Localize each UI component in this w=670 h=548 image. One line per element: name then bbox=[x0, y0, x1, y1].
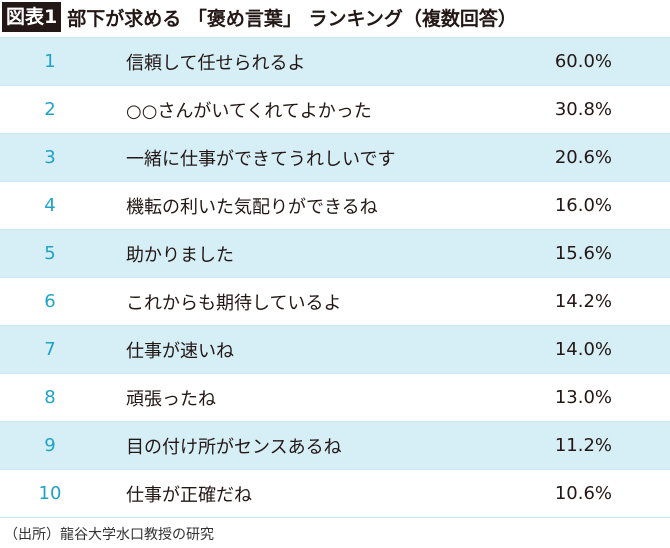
rank-cell: 4 bbox=[0, 181, 100, 230]
table-row: 8 頑張ったね 13.0% bbox=[0, 373, 670, 422]
table-row: 3 一緒に仕事ができてうれしいです 20.6% bbox=[0, 133, 670, 182]
phrase-cell: これからも期待しているよ bbox=[100, 277, 462, 326]
table-row: 1 信頼して任せられるよ 60.0% bbox=[0, 37, 670, 86]
percent-cell: 10.6% bbox=[462, 469, 670, 518]
rank-cell: 6 bbox=[0, 277, 100, 326]
phrase-cell: 助かりました bbox=[100, 229, 462, 278]
phrase-cell: 目の付け所がセンスあるね bbox=[100, 421, 462, 470]
title: 部下が求める 「褒め言葉」 ランキング（複数回答） bbox=[67, 7, 517, 30]
rank-cell: 5 bbox=[0, 229, 100, 278]
phrase-cell: ○○さんがいてくれてよかった bbox=[100, 85, 462, 134]
rank-cell: 3 bbox=[0, 133, 100, 182]
phrase-cell: 一緒に仕事ができてうれしいです bbox=[100, 133, 462, 182]
percent-cell: 30.8% bbox=[462, 85, 670, 134]
phrase-cell: 仕事が正確だね bbox=[100, 469, 462, 518]
source-note: （出所）龍谷大学水口教授の研究 bbox=[4, 527, 214, 543]
rank-cell: 9 bbox=[0, 421, 100, 470]
percent-cell: 60.0% bbox=[462, 37, 670, 86]
phrase-cell: 仕事が速いね bbox=[100, 325, 462, 374]
percent-cell: 16.0% bbox=[462, 181, 670, 230]
table-row: 6 これからも期待しているよ 14.2% bbox=[0, 277, 670, 326]
table-row: 2 ○○さんがいてくれてよかった 30.8% bbox=[0, 85, 670, 134]
percent-cell: 14.2% bbox=[462, 277, 670, 326]
rank-cell: 10 bbox=[0, 469, 100, 518]
percent-cell: 13.0% bbox=[462, 373, 670, 422]
ranking-table: 1 信頼して任せられるよ 60.0% 2 ○○さんがいてくれてよかった 30.8% 3 一緒に… bbox=[0, 37, 670, 518]
table-row: 10 仕事が正確だね 10.6% bbox=[0, 469, 670, 518]
rank-cell: 7 bbox=[0, 325, 100, 374]
table-row: 4 機転の利いた気配りができるね 16.0% bbox=[0, 181, 670, 230]
table-row: 7 仕事が速いね 14.0% bbox=[0, 325, 670, 374]
table-row: 9 目の付け所がセンスあるね 11.2% bbox=[0, 421, 670, 470]
percent-cell: 11.2% bbox=[462, 421, 670, 470]
header: 図表1 部下が求める 「褒め言葉」 ランキング（複数回答） bbox=[0, 0, 517, 34]
rank-cell: 2 bbox=[0, 85, 100, 134]
phrase-cell: 信頼して任せられるよ bbox=[100, 37, 462, 86]
percent-cell: 15.6% bbox=[462, 229, 670, 278]
percent-cell: 20.6% bbox=[462, 133, 670, 182]
percent-cell: 14.0% bbox=[462, 325, 670, 374]
table-row: 5 助かりました 15.6% bbox=[0, 229, 670, 278]
figure-label: 図表1 bbox=[2, 2, 62, 32]
rank-cell: 8 bbox=[0, 373, 100, 422]
phrase-cell: 頑張ったね bbox=[100, 373, 462, 422]
rank-cell: 1 bbox=[0, 37, 100, 86]
phrase-cell: 機転の利いた気配りができるね bbox=[100, 181, 462, 230]
